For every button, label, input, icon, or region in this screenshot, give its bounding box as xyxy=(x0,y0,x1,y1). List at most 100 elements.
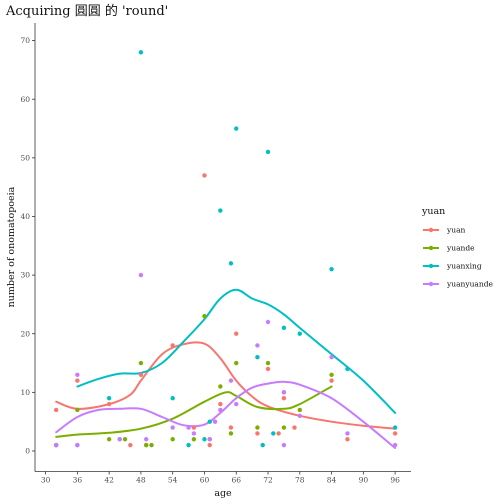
data-point-yuan xyxy=(53,407,59,413)
legend-key-point xyxy=(428,245,434,251)
data-point-yuanxing xyxy=(228,261,234,266)
y-ticks: 0 10 20 30 40 50 60 70 xyxy=(20,36,35,456)
data-point-yuanxing xyxy=(218,208,223,213)
data-point-yuanxing xyxy=(260,442,265,448)
data-point-yuande xyxy=(218,384,223,389)
plot-panel: 0 10 20 30 40 50 60 70 30 36 42 48 54 60 66 72 78 84 90 96 xyxy=(20,23,411,485)
x-ticks: 30 36 42 48 54 60 66 72 78 84 90 96 xyxy=(41,471,400,485)
data-point-yuanyuande xyxy=(138,272,144,278)
data-point-yuande xyxy=(281,425,287,430)
smooth-lines xyxy=(55,288,397,449)
data-point-yuan xyxy=(128,442,133,448)
data-point-yuanyuande xyxy=(75,372,80,377)
data-point-yuande xyxy=(149,442,154,448)
data-point-yuanxing xyxy=(234,126,239,131)
data-point-yuanxing xyxy=(138,50,144,55)
data-point-yuan xyxy=(234,331,239,336)
y-tick-label: 40 xyxy=(20,212,30,221)
smooth-line-yuande xyxy=(55,385,333,438)
data-point-yuan xyxy=(138,372,144,377)
data-point-yuande xyxy=(255,425,260,430)
x-tick-label: 78 xyxy=(295,476,305,485)
data-point-yuanyuande xyxy=(117,437,122,442)
x-tick-label: 48 xyxy=(136,476,146,485)
x-tick-label: 84 xyxy=(327,476,337,485)
data-point-yuande xyxy=(265,360,271,366)
data-point-yuanxing xyxy=(281,325,287,331)
data-point-yuande xyxy=(106,437,112,442)
y-tick-label: 30 xyxy=(20,271,30,280)
x-tick-label: 54 xyxy=(168,476,178,485)
data-point-yuande xyxy=(144,442,149,448)
data-point-yuande xyxy=(329,372,334,377)
data-point-yuanxing xyxy=(106,396,112,401)
data-point-yuanxing xyxy=(297,331,302,336)
data-point-yuande xyxy=(297,407,302,413)
data-point-yuanxing xyxy=(186,442,191,448)
data-point-yuanxing xyxy=(329,267,334,272)
data-point-yuan xyxy=(191,425,197,430)
data-point-yuan xyxy=(207,442,212,448)
data-point-yuanyuande xyxy=(345,431,350,436)
data-point-yuanyuande xyxy=(144,437,149,442)
legend-label: yuanxing xyxy=(446,262,482,271)
x-tick-label: 60 xyxy=(200,476,210,485)
data-point-yuan xyxy=(202,173,207,178)
data-point-yuanyuande xyxy=(329,354,334,360)
data-point-yuanyuande xyxy=(53,442,59,448)
data-point-yuanyuande xyxy=(234,401,239,407)
legend-key-point xyxy=(428,281,434,287)
data-point-yuande xyxy=(75,407,80,413)
data-point-yuan xyxy=(75,378,80,383)
legend-title: yuan xyxy=(421,206,445,217)
y-tick-label: 50 xyxy=(20,153,30,162)
x-tick-label: 66 xyxy=(231,476,241,485)
y-tick-label: 70 xyxy=(20,36,30,45)
legend-key-point xyxy=(428,263,434,269)
smooth-line-yuanxing xyxy=(76,288,397,414)
y-tick-label: 20 xyxy=(20,329,30,338)
x-axis-title: age xyxy=(214,488,232,499)
x-tick-label: 90 xyxy=(359,476,369,485)
data-point-yuanyuande xyxy=(212,419,218,424)
legend-key-point xyxy=(428,227,434,233)
legend-item-yuan: yuan xyxy=(423,226,466,235)
data-point-yuanyuande xyxy=(265,319,271,325)
legend-item-yuanxing: yuanxing xyxy=(423,262,482,271)
data-point-yuan xyxy=(392,431,398,436)
data-point-yuan xyxy=(255,431,260,436)
data-point-yuanyuande xyxy=(218,407,223,413)
data-point-yuanxing xyxy=(255,354,260,360)
data-point-yuan xyxy=(281,396,287,401)
data-point-yuande xyxy=(138,360,144,366)
y-tick-label: 10 xyxy=(20,388,30,397)
data-point-yuan xyxy=(265,366,271,372)
legend-label: yuande xyxy=(446,244,475,253)
data-point-yuan xyxy=(345,437,350,442)
legend-label: yuanyuande xyxy=(446,280,494,289)
data-point-yuanxing xyxy=(202,437,207,442)
x-tick-label: 42 xyxy=(104,476,114,485)
data-point-yuanyuande xyxy=(228,378,234,383)
data-point-yuanxing xyxy=(265,149,271,155)
data-point-yuanxing xyxy=(207,419,212,424)
data-point-yuanxing xyxy=(170,396,175,401)
data-point-yuande xyxy=(191,437,197,442)
data-point-yuanyuande xyxy=(207,437,212,442)
data-point-yuan xyxy=(170,343,175,348)
data-point-yuan xyxy=(329,378,334,383)
chart-title: Acquiring 圓圓 的 'round' xyxy=(5,3,168,19)
data-point-yuanyuande xyxy=(170,425,175,430)
x-tick-label: 96 xyxy=(390,476,400,485)
legend-label: yuan xyxy=(446,226,466,235)
data-point-yuanyuande xyxy=(255,343,260,348)
legend-item-yuande: yuande xyxy=(423,244,475,253)
data-point-yuanyuande xyxy=(191,431,197,436)
data-point-yuanyuande xyxy=(297,413,302,419)
data-point-yuande xyxy=(122,437,128,442)
x-tick-label: 30 xyxy=(41,476,51,485)
data-point-yuanyuande xyxy=(75,442,80,448)
data-point-yuande xyxy=(234,360,239,366)
